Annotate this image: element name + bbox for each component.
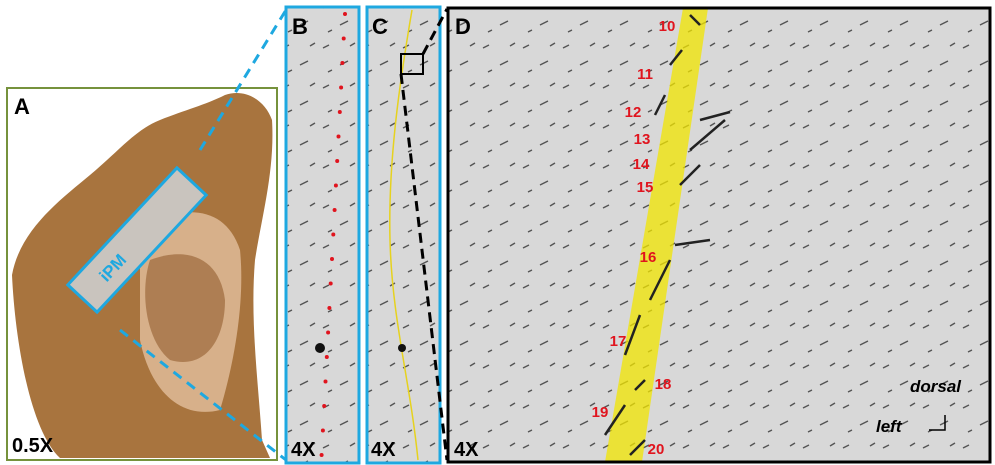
panel-label: B bbox=[292, 14, 308, 39]
orientation-side: left bbox=[876, 417, 903, 436]
marker-dot bbox=[325, 355, 329, 359]
segment-label: 20 bbox=[648, 441, 665, 458]
segment-label: 11 bbox=[637, 66, 653, 83]
magnification: 4X bbox=[454, 439, 479, 461]
panel-d-image bbox=[448, 8, 990, 462]
marker-dot bbox=[333, 208, 337, 212]
vessel bbox=[315, 343, 325, 353]
marker-dot bbox=[338, 110, 342, 114]
marker-dot bbox=[342, 37, 346, 41]
marker-dot bbox=[321, 429, 325, 433]
orientation-up: dorsal bbox=[910, 377, 962, 396]
marker-dot bbox=[320, 453, 324, 457]
panel-d: 10 11 12 13 14 15 16 17 18 19 20 D 4X dorsal left bbox=[448, 8, 990, 462]
segment-label: 16 bbox=[640, 249, 657, 266]
magnification: 4X bbox=[371, 439, 396, 461]
panel-c: C 4X bbox=[367, 7, 440, 463]
magnification: 4X bbox=[291, 439, 316, 461]
panel-a: iPM A 0.5X bbox=[7, 88, 277, 460]
panel-label: A bbox=[14, 94, 30, 119]
segment-label: 15 bbox=[637, 179, 654, 196]
marker-dot bbox=[329, 282, 333, 286]
marker-dot bbox=[339, 86, 343, 90]
segment-label: 10 bbox=[659, 18, 676, 35]
panel-c-frame bbox=[367, 7, 440, 463]
figure: iPM A 0.5X B 4X C 4X 1011121314151617181… bbox=[0, 0, 995, 465]
marker-dot bbox=[335, 159, 339, 163]
marker-dot bbox=[334, 184, 338, 188]
vessel bbox=[398, 344, 406, 352]
marker-dot bbox=[326, 331, 330, 335]
panel-b-frame bbox=[286, 7, 359, 463]
marker-dot bbox=[324, 380, 328, 384]
segment-label: 19 bbox=[592, 404, 609, 421]
marker-dot bbox=[331, 233, 335, 237]
segment-label: 14 bbox=[633, 156, 650, 173]
segment-label: 17 bbox=[610, 333, 627, 350]
marker-dot bbox=[343, 12, 347, 16]
panel-b: B 4X bbox=[286, 7, 359, 463]
marker-dot bbox=[330, 257, 334, 261]
panel-label: C bbox=[372, 14, 388, 39]
segment-label: 13 bbox=[634, 131, 651, 148]
segment-label: 18 bbox=[655, 376, 672, 393]
segment-label: 12 bbox=[625, 104, 642, 121]
magnification: 0.5X bbox=[12, 435, 54, 457]
marker-dot bbox=[322, 404, 326, 408]
marker-dot bbox=[327, 306, 331, 310]
marker-dot bbox=[337, 135, 341, 139]
panel-label: D bbox=[455, 14, 471, 39]
marker-dot bbox=[340, 61, 344, 65]
